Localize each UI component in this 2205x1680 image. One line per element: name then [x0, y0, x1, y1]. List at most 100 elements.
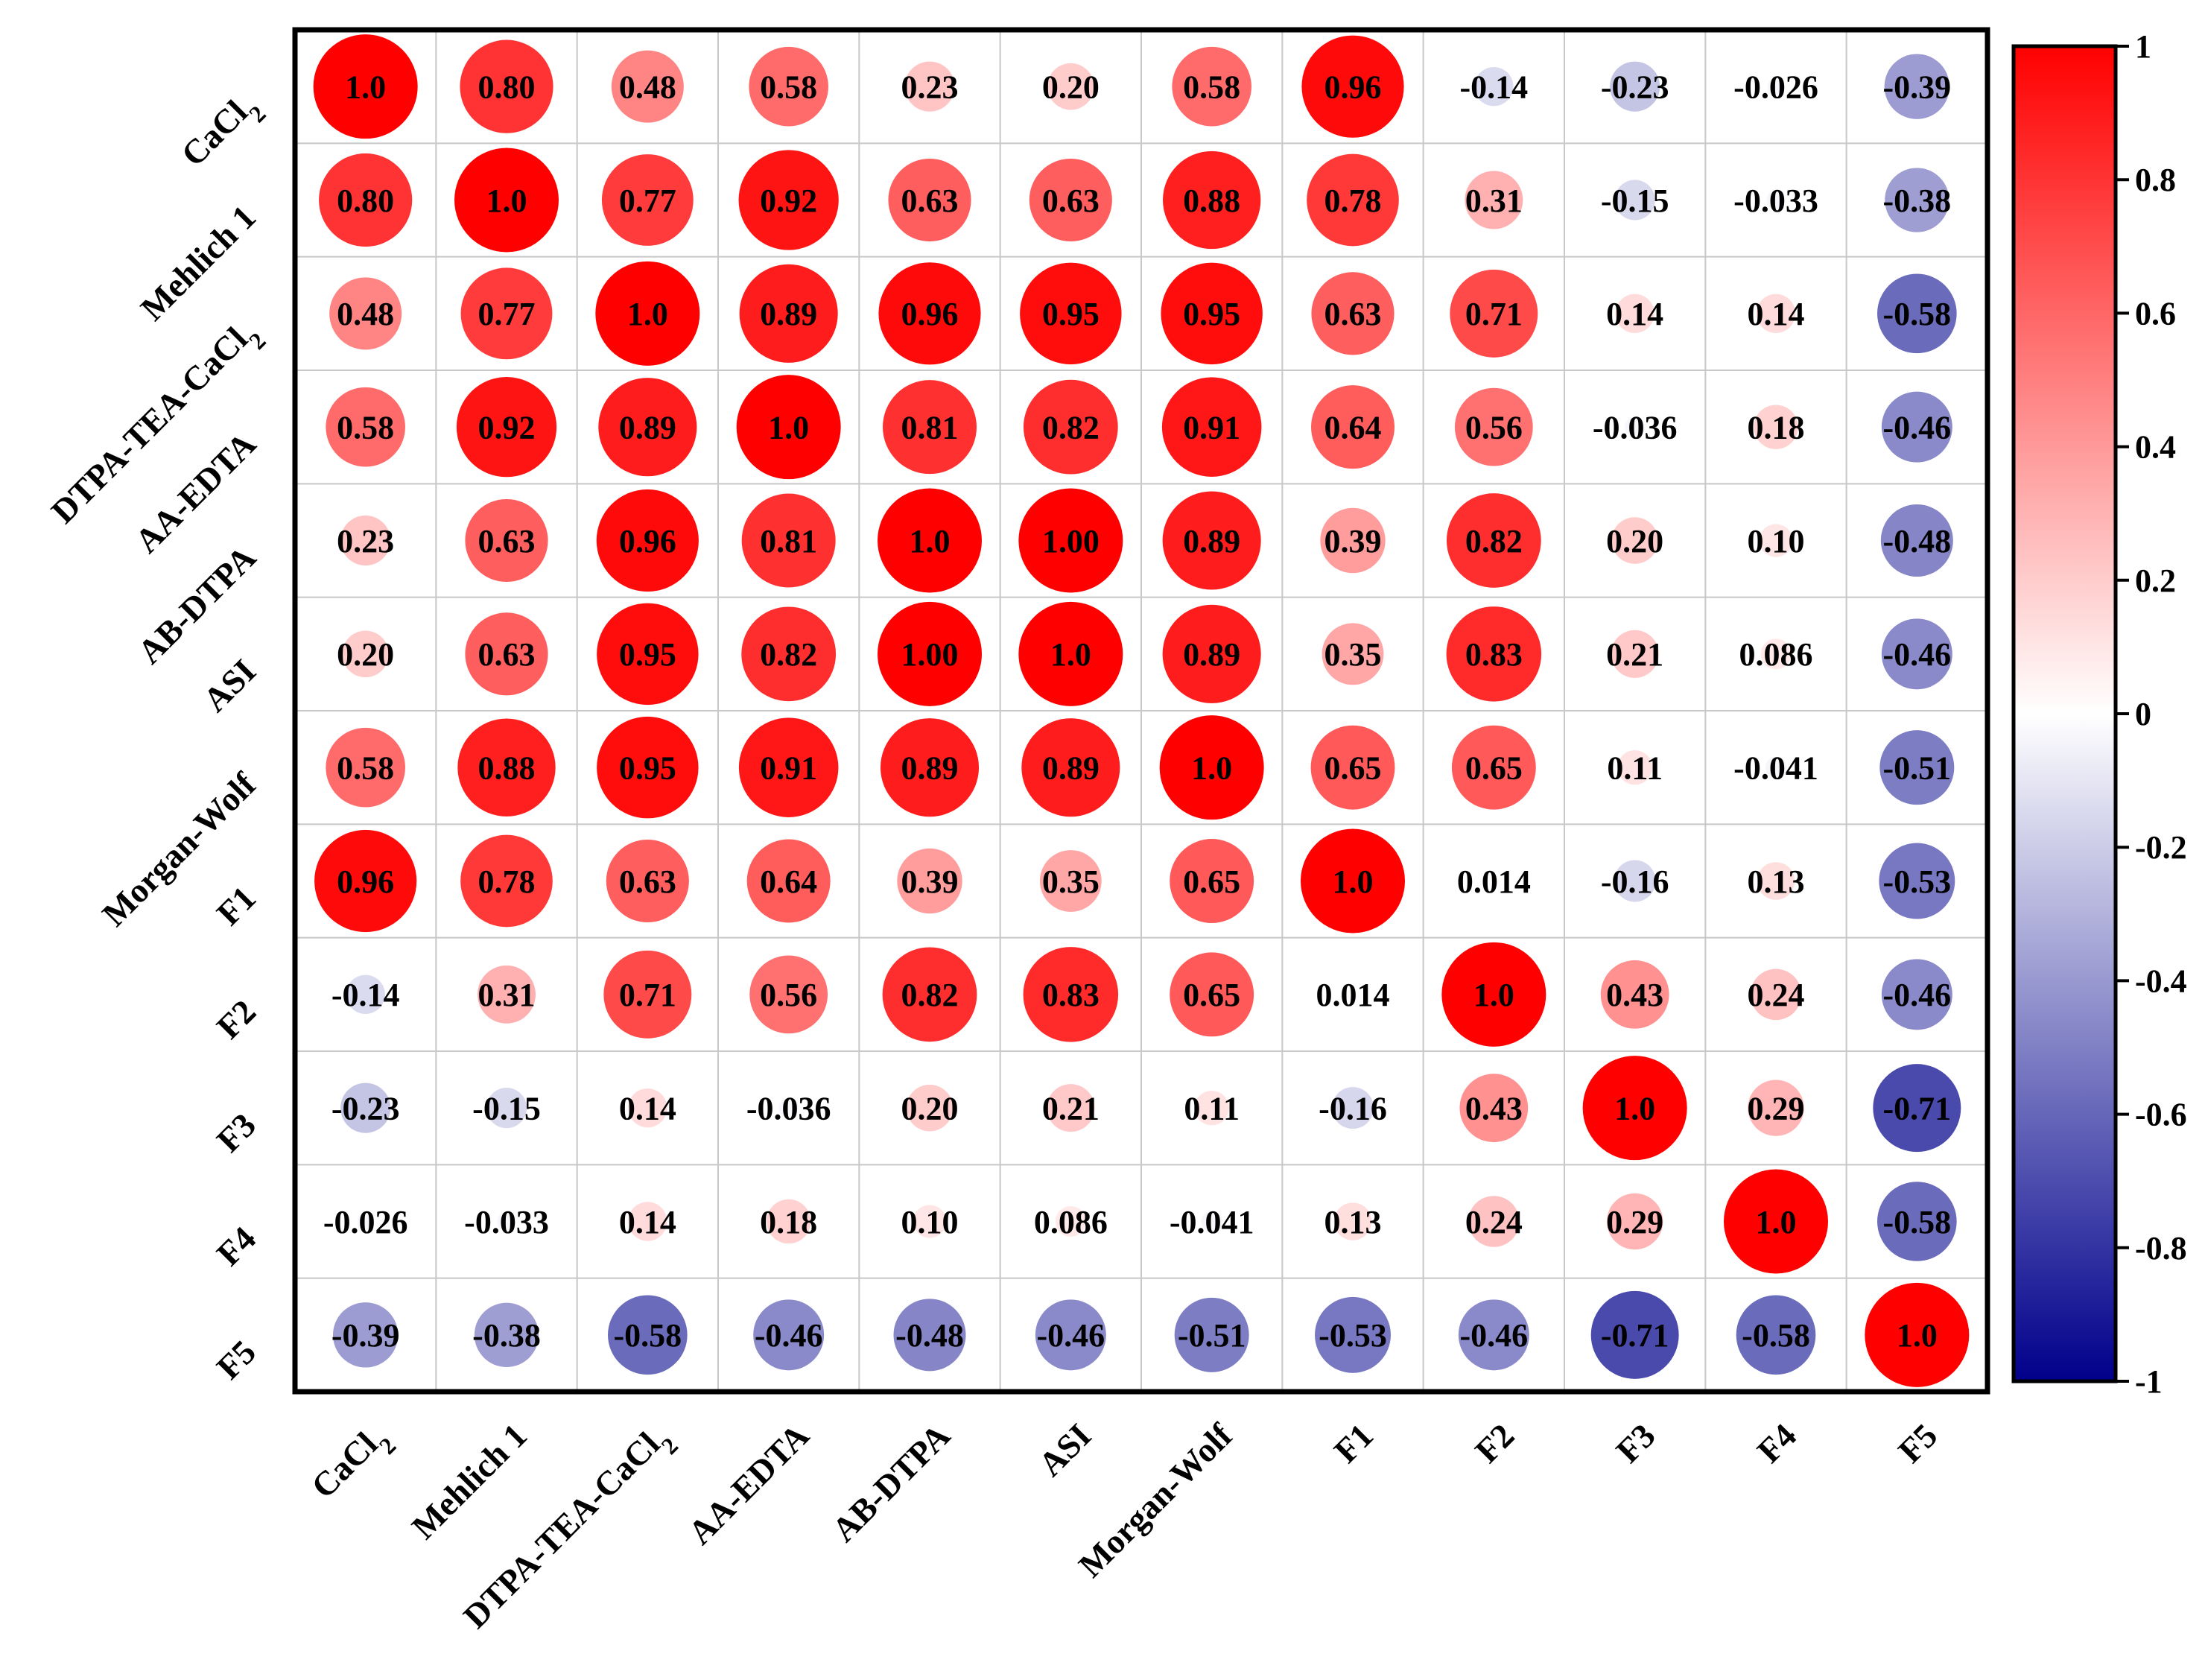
corr-value-r1-c6: 0.20 — [1042, 69, 1100, 106]
corr-value-r11-c10: 0.29 — [1606, 1204, 1663, 1240]
corr-circle-r8-c2 — [460, 834, 553, 928]
column-label-f3: F3 — [1609, 1416, 1663, 1470]
corr-value-r6-c6: 1.0 — [1050, 636, 1091, 673]
corr-value-r5-c8: 0.39 — [1324, 523, 1382, 560]
corr-value-r7-c10: 0.11 — [1607, 750, 1663, 787]
corr-value-r2-c6: 0.63 — [1042, 183, 1100, 219]
corr-value-r10-c5: 0.20 — [901, 1091, 959, 1127]
corr-circle-r1-c10 — [1610, 61, 1660, 112]
corr-circle-r1-c6 — [1047, 63, 1094, 110]
corr-value-r4-c2: 0.92 — [478, 410, 536, 446]
corr-circle-r2-c6 — [1029, 158, 1112, 242]
corr-circle-r12-c5 — [893, 1299, 966, 1372]
corr-circle-r4-c4 — [736, 375, 841, 480]
corr-value-r1-c7: 0.58 — [1183, 69, 1240, 106]
corr-circle-r8-c3 — [606, 839, 689, 923]
corr-value-r11-c8: 0.13 — [1324, 1204, 1382, 1240]
column-label-f2: F2 — [1468, 1416, 1521, 1470]
corr-circle-r12-c1 — [332, 1302, 399, 1368]
corr-value-r11-c6: 0.086 — [1034, 1204, 1108, 1240]
corr-circle-r1-c8 — [1301, 35, 1404, 138]
corr-value-r6-c2: 0.63 — [478, 636, 536, 673]
corr-circle-r10-c7 — [1194, 1090, 1229, 1126]
corr-circle-r9-c3 — [603, 950, 692, 1039]
corr-value-r12-c1: -0.39 — [331, 1317, 400, 1354]
corr-circle-r5-c2 — [465, 498, 548, 583]
corr-circle-r6-c3 — [597, 603, 699, 706]
corr-value-r11-c2: -0.033 — [464, 1204, 549, 1240]
corr-value-r7-c1: 0.58 — [337, 750, 394, 787]
corr-value-r6-c11: 0.086 — [1739, 636, 1813, 673]
corr-circle-r8-c8 — [1301, 828, 1405, 933]
row-label-text: AB-DTPA — [130, 539, 263, 671]
corr-circle-r1-c12 — [1884, 54, 1950, 119]
corr-circle-r10-c3 — [628, 1088, 667, 1128]
corr-value-r7-c11: -0.041 — [1733, 750, 1818, 787]
row-label-text: Mehlich 1 — [133, 198, 263, 328]
corr-value-r5-c11: 0.10 — [1748, 523, 1805, 560]
corr-circle-r4-c1 — [326, 387, 405, 467]
corr-value-r6-c5: 1.00 — [901, 636, 959, 673]
corr-circle-r10-c6 — [1047, 1084, 1095, 1132]
corr-value-r5-c7: 0.89 — [1183, 523, 1240, 560]
corr-value-r10-c3: 0.14 — [619, 1091, 676, 1127]
corr-value-r8-c4: 0.64 — [760, 863, 817, 900]
corr-value-r3-c10: 0.14 — [1606, 296, 1663, 332]
corr-circle-r6-c5 — [878, 601, 982, 706]
column-label-text: F2 — [1468, 1416, 1521, 1470]
corr-circle-r6-c4 — [741, 606, 837, 702]
column-label-text: AB-DTPA — [825, 1416, 957, 1549]
corr-circle-r3-c4 — [739, 264, 838, 363]
row-label-f5: F5 — [209, 1333, 263, 1386]
corr-circle-r3-c11 — [1756, 294, 1796, 334]
corr-circle-r12-c11 — [1736, 1295, 1816, 1375]
column-label-text: AA-EDTA — [681, 1416, 816, 1552]
corr-circle-r5-c3 — [596, 489, 699, 592]
corr-circle-r12-c10 — [1590, 1290, 1679, 1379]
corr-circle-r7-c3 — [597, 716, 699, 819]
colorbar-tick-label: 1 — [2135, 28, 2151, 65]
corr-circle-r3-c2 — [460, 267, 553, 360]
corr-value-r9-c6: 0.83 — [1042, 977, 1100, 1013]
corr-value-r4-c5: 0.81 — [901, 410, 959, 446]
corr-value-r10-c4: -0.036 — [746, 1091, 831, 1127]
corr-circle-r3-c9 — [1450, 269, 1538, 358]
corr-value-r1-c5: 0.23 — [901, 69, 959, 106]
column-label-f5: F5 — [1891, 1416, 1944, 1470]
corr-value-r2-c2: 1.0 — [486, 183, 527, 219]
column-label-text: Morgan-Wolf — [1071, 1416, 1240, 1585]
corr-value-r6-c1: 0.20 — [337, 636, 394, 673]
corr-value-r10-c7: 0.11 — [1184, 1091, 1240, 1127]
corr-value-r1-c1: 1.0 — [345, 69, 386, 106]
corr-circle-r10-c4 — [778, 1097, 799, 1118]
colorbar: 1 0.8 0.6 0.4 0.2 0 -0.2 -0.4 -0.6 -0.8 -1 — [2011, 28, 2187, 1400]
colorbar-tick-label: 0 — [2135, 696, 2151, 732]
colorbar-tick-label: 0.4 — [2135, 429, 2176, 466]
corr-value-r11-c3: 0.14 — [619, 1204, 676, 1240]
corr-circle-r5-c11 — [1759, 524, 1793, 557]
corr-value-r3-c7: 0.95 — [1183, 296, 1240, 332]
plot-frame — [292, 27, 1990, 1395]
corr-circle-r4-c9 — [1454, 387, 1533, 466]
corr-circle-r11-c11 — [1724, 1169, 1828, 1274]
corr-value-r9-c11: 0.24 — [1748, 977, 1805, 1013]
corr-circle-r2-c3 — [601, 154, 694, 246]
corr-circle-r2-c5 — [888, 158, 971, 242]
corr-circle-r6-c7 — [1162, 604, 1261, 703]
corr-value-r2-c8: 0.78 — [1324, 183, 1382, 219]
corr-value-r4-c9: 0.56 — [1465, 410, 1523, 446]
corr-value-r9-c8: 0.014 — [1316, 977, 1390, 1013]
corr-value-r11-c7: -0.041 — [1170, 1204, 1254, 1240]
column-label-f4: F4 — [1750, 1416, 1803, 1470]
corr-circle-r7-c2 — [457, 718, 556, 817]
row-label-ab-dtpa: AB-DTPA — [130, 539, 263, 671]
corr-circle-r12-c3 — [608, 1295, 688, 1375]
corr-circle-r9-c6 — [1023, 947, 1119, 1042]
corr-value-r2-c5: 0.63 — [901, 183, 959, 219]
corr-circle-r4-c12 — [1881, 391, 1952, 463]
corr-circle-r11-c2 — [497, 1211, 516, 1232]
corr-value-r9-c9: 1.0 — [1473, 977, 1514, 1013]
corr-value-r8-c1: 0.96 — [337, 863, 394, 900]
correlation-circles — [313, 34, 1970, 1387]
